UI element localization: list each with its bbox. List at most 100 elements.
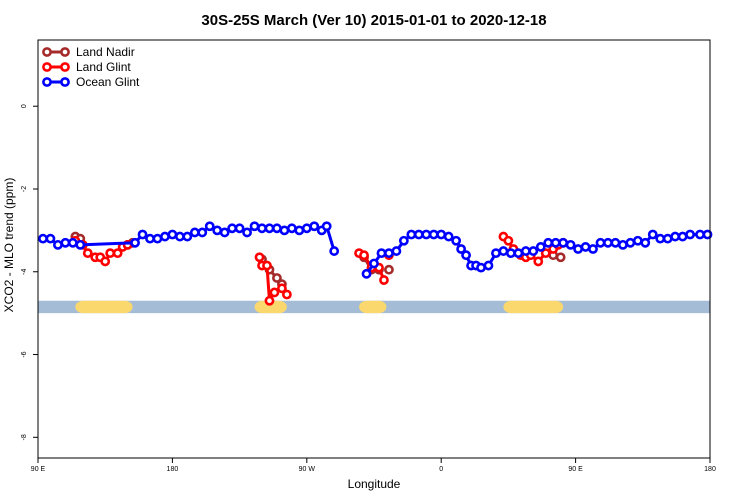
data-point [384,264,394,275]
data-point [249,221,260,232]
legend-marker [42,47,52,57]
legend-marker [60,47,70,57]
data-point [264,223,275,234]
data-point [100,256,111,267]
data-point [655,233,666,244]
series-ocean-glint [38,221,713,279]
data-point [281,289,292,300]
data-point [662,233,673,244]
x-tick-label: 180 [167,466,179,473]
data-point [269,287,280,298]
data-point [443,231,454,242]
data-point [647,229,658,240]
data-point [702,229,713,240]
data-point [573,244,583,254]
data-point [528,246,539,256]
land-band-3 [503,300,564,314]
data-point [461,250,471,261]
data-point [130,237,140,248]
data-point [421,229,432,240]
data-point [152,233,163,244]
data-point [369,258,379,269]
plot-frame [37,39,711,459]
data-point [456,244,467,254]
data-point [558,237,569,248]
data-point [610,237,621,248]
data-point [695,229,705,240]
data-point [376,248,387,259]
data-point [384,248,394,259]
data-point [145,233,155,244]
data-point [406,229,417,240]
data-point [543,237,554,248]
axes: 90 E 180 90 W 0 90 E 180 0 -2 -4 -6 -8 [21,104,716,473]
data-point [182,231,193,242]
data-point [491,248,501,259]
legend-label: Land Nadir [76,45,135,59]
data-point [580,242,591,252]
data-point [160,231,170,242]
series-land-glint [70,231,569,306]
data-point [38,233,48,244]
data-point [588,244,598,254]
data-point [503,235,514,246]
x-tick-label: 180 [704,466,716,473]
data-point [603,237,613,248]
chart-title: 30S-25S March (Ver 10) 2015-01-01 to 202… [201,12,546,29]
data-point [219,227,230,238]
data-point [329,246,340,256]
x-tick-label: 90 E [31,466,46,473]
data-point [379,275,389,285]
y-axis-label: XCO2 - MLO trend (ppm) [2,178,16,313]
data-point [277,283,287,294]
data-point [45,233,56,244]
data-point [391,246,402,256]
data-point [476,262,486,273]
legend-item: Land Glint [42,60,131,74]
data-point [359,250,369,261]
y-tick-label: -2 [21,186,28,192]
data-point [279,225,290,236]
legend-item: Ocean Glint [42,75,140,89]
data-point [398,235,409,246]
data-point [174,231,185,242]
data-point [204,221,215,232]
data-point [254,252,265,263]
data-point [361,268,372,279]
data-point [234,223,245,234]
data-point [555,252,566,263]
data-point [53,239,63,250]
data-point [483,260,494,271]
data-point [670,231,681,242]
data-point [301,223,312,234]
data-point [565,239,576,250]
legend-marker [42,62,52,72]
data-point [513,248,524,259]
data-point [309,221,320,232]
data-point [428,229,439,240]
data-point [535,242,546,252]
data-point [197,227,208,238]
data-point [625,237,636,248]
data-point [262,260,272,271]
legend-marker [60,77,70,87]
data-point [167,229,178,240]
data-point [242,227,252,238]
x-tick-label: 90 W [299,466,316,473]
legend-label: Land Glint [76,60,131,74]
data-point [617,239,628,250]
data-point [677,231,688,242]
data-point [272,223,282,234]
land-ocean-band [38,300,710,314]
data-point [286,223,297,234]
y-tick-label: -4 [21,269,28,275]
land-band-2 [359,300,387,314]
land-band-1 [254,300,287,314]
data-point [321,221,332,232]
data-point [533,256,544,267]
data-point [137,229,148,240]
data-point [436,229,447,240]
data-point [257,223,267,234]
